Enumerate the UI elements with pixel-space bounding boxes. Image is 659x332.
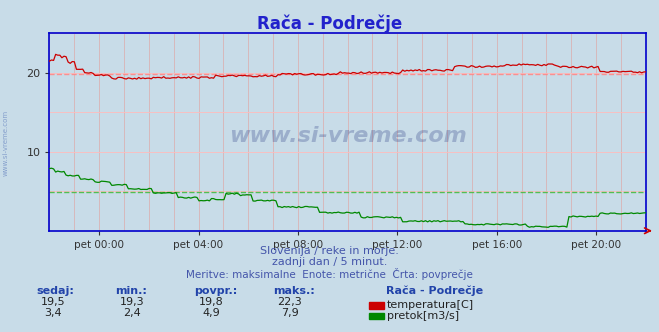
Text: 2,4: 2,4	[123, 308, 140, 318]
Text: Rača - Podrečje: Rača - Podrečje	[257, 15, 402, 34]
Text: www.si-vreme.com: www.si-vreme.com	[2, 110, 9, 176]
Text: 19,3: 19,3	[119, 297, 144, 307]
Text: Meritve: maksimalne  Enote: metrične  Črta: povprečje: Meritve: maksimalne Enote: metrične Črta…	[186, 268, 473, 280]
Text: pretok[m3/s]: pretok[m3/s]	[387, 311, 459, 321]
Text: temperatura[C]: temperatura[C]	[387, 300, 474, 310]
Text: sedaj:: sedaj:	[36, 286, 74, 296]
Text: 4,9: 4,9	[202, 308, 219, 318]
Text: 22,3: 22,3	[277, 297, 302, 307]
Text: min.:: min.:	[115, 286, 147, 296]
Text: Rača - Podrečje: Rača - Podrečje	[386, 285, 482, 296]
Text: 3,4: 3,4	[44, 308, 61, 318]
Text: povpr.:: povpr.:	[194, 286, 238, 296]
Text: maks.:: maks.:	[273, 286, 315, 296]
Text: Slovenija / reke in morje.: Slovenija / reke in morje.	[260, 246, 399, 256]
Text: 19,8: 19,8	[198, 297, 223, 307]
Text: www.si-vreme.com: www.si-vreme.com	[229, 126, 467, 146]
Text: 19,5: 19,5	[40, 297, 65, 307]
Text: 7,9: 7,9	[281, 308, 299, 318]
Text: zadnji dan / 5 minut.: zadnji dan / 5 minut.	[272, 257, 387, 267]
